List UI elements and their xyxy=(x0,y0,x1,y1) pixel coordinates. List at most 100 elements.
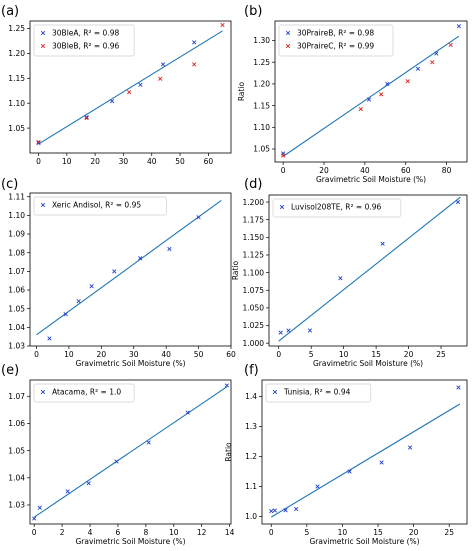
x-tick-label: 25 xyxy=(444,528,454,537)
x-tick-label: 20 xyxy=(97,350,107,359)
fit-line xyxy=(33,386,228,518)
legend-marker xyxy=(272,389,278,395)
y-tick-label: 1.2 xyxy=(245,452,257,461)
data-point xyxy=(415,66,421,71)
y-tick-label: 1.1 xyxy=(245,482,257,491)
y-tick-label: 1.025 xyxy=(243,321,265,330)
y-tick-label: 1.20 xyxy=(253,80,270,89)
data-point xyxy=(448,42,453,47)
data-point xyxy=(379,460,384,465)
y-tick-label: 1.050 xyxy=(243,304,265,313)
x-tick-label: 8 xyxy=(143,528,148,537)
data-point xyxy=(315,484,320,489)
data-point xyxy=(160,62,166,67)
y-tick-label: 1.09 xyxy=(8,230,25,239)
data-point xyxy=(224,383,229,388)
y-tick-label: 1.3 xyxy=(245,422,257,431)
x-tick-label: 80 xyxy=(442,166,452,175)
y-tick-label: 1.4 xyxy=(245,392,257,401)
data-point xyxy=(32,516,37,521)
x-tick-label: 20 xyxy=(90,157,100,166)
x-tick-label: 4 xyxy=(88,528,93,537)
x-tick-label: 20 xyxy=(409,528,419,537)
fit-line xyxy=(38,30,223,145)
panel-label: (e) xyxy=(1,363,19,378)
data-point xyxy=(278,330,283,335)
data-point xyxy=(338,276,343,281)
legend-entry: Tunisia, R² = 0.94 xyxy=(283,388,351,397)
data-point xyxy=(138,256,143,261)
x-tick-label: 10 xyxy=(62,157,72,166)
legend-entry: 30BleB, R² = 0.96 xyxy=(52,42,119,51)
x-tick-label: 60 xyxy=(226,350,236,359)
legend-entry: 30PraireB, R² = 0.98 xyxy=(297,29,374,38)
y-tick-label: 1.07 xyxy=(8,392,25,401)
data-point xyxy=(220,22,225,28)
data-point xyxy=(347,469,352,474)
axes-frame xyxy=(29,192,232,347)
y-tick-label: 1.03 xyxy=(8,342,25,351)
y-axis-label: Ratio xyxy=(0,442,1,462)
data-point xyxy=(63,312,68,317)
x-tick-label: 0 xyxy=(32,528,37,537)
data-point xyxy=(456,385,461,390)
legend-marker xyxy=(40,202,46,208)
legend-entry: Atacama, R² = 1.0 xyxy=(52,388,121,397)
y-tick-label: 1.08 xyxy=(8,248,25,257)
y-tick-label: 1.175 xyxy=(243,215,265,224)
data-point xyxy=(455,199,461,205)
legend-box xyxy=(272,198,402,218)
legend-entry: 30BleA, R² = 0.98 xyxy=(52,29,119,38)
legend-entry: Xeric Andisol, R² = 0.95 xyxy=(52,201,141,210)
data-point xyxy=(434,51,439,56)
y-tick-label: 1.04 xyxy=(8,474,25,483)
legend-marker xyxy=(40,30,46,36)
fit-line xyxy=(278,196,461,342)
chart-panel-3: (c) 0 10 20 30 40 50 60 1.03 1.04 1.05 1.06 1.07 1.08… xyxy=(0,177,236,368)
y-tick-label: 1.05 xyxy=(8,304,25,313)
x-tick-label: 14 xyxy=(225,528,235,537)
data-point xyxy=(84,115,89,120)
x-tick-label: 10 xyxy=(338,528,348,537)
data-point xyxy=(379,92,384,97)
axes-frame xyxy=(268,194,468,347)
panel-label: (c) xyxy=(1,177,18,192)
axes-frame xyxy=(29,379,232,525)
data-point xyxy=(86,481,91,486)
data-point xyxy=(380,241,385,246)
legend-marker xyxy=(285,30,291,36)
data-point xyxy=(89,284,94,289)
x-tick-label: 40 xyxy=(360,166,370,175)
x-tick-label: 12 xyxy=(197,528,207,537)
data-point xyxy=(307,328,313,333)
data-point xyxy=(385,81,390,87)
x-tick-label: 60 xyxy=(204,157,214,166)
y-tick-label: 1.05 xyxy=(8,446,25,455)
y-tick-label: 1.10 xyxy=(8,211,25,220)
data-point xyxy=(47,336,52,341)
axes-frame xyxy=(29,20,232,154)
data-point xyxy=(158,76,163,81)
data-point xyxy=(269,508,274,514)
y-axis-label: Ratio xyxy=(231,260,240,280)
data-point xyxy=(112,269,117,274)
y-axis-label: Ratio xyxy=(0,259,1,279)
legend-box xyxy=(33,24,135,57)
x-tick-label: 60 xyxy=(401,166,411,175)
x-tick-label: 10 xyxy=(339,350,349,359)
x-tick-label: 0 xyxy=(276,350,281,359)
panel-label: (b) xyxy=(244,4,262,19)
y-tick-label: 1.05 xyxy=(253,145,270,154)
data-point xyxy=(138,82,143,87)
axes-frame xyxy=(274,20,468,163)
y-axis-label: Ratio xyxy=(224,442,233,462)
y-tick-label: 1.11 xyxy=(8,192,25,201)
x-axis-label: Gravimetric Soil Moisture (%) xyxy=(316,175,426,184)
data-point xyxy=(192,62,197,67)
data-point xyxy=(366,97,372,102)
data-point xyxy=(76,299,81,304)
data-point xyxy=(294,506,299,512)
y-tick-label: 1.15 xyxy=(253,101,270,110)
data-point xyxy=(167,246,172,252)
y-tick-label: 1.100 xyxy=(243,268,265,277)
